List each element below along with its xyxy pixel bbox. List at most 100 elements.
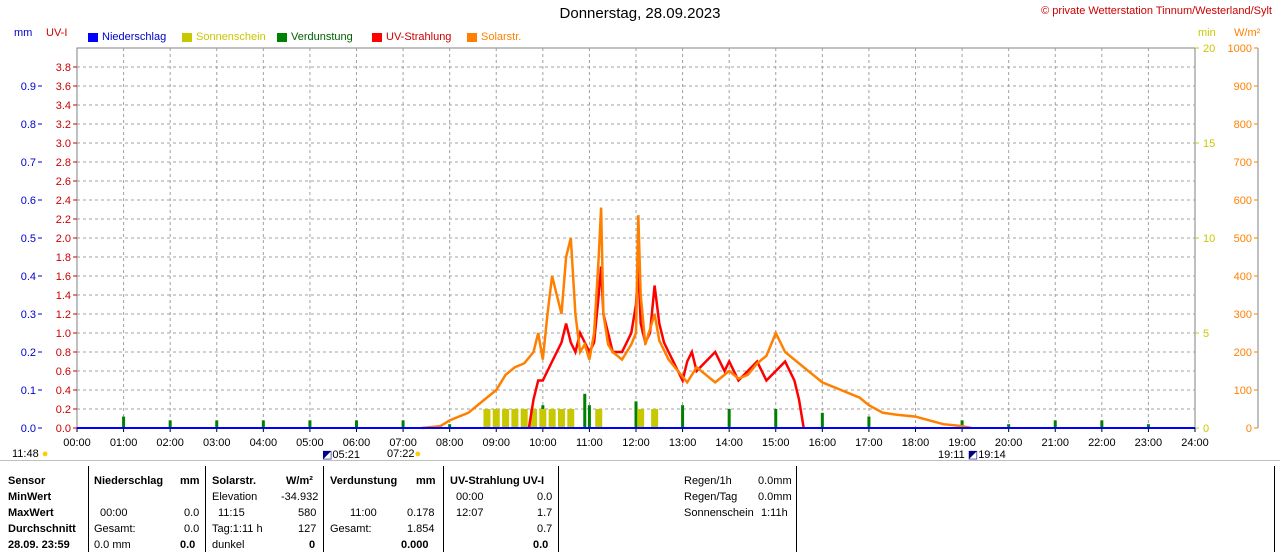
- mm-tick-label: 0.4: [21, 271, 36, 283]
- niederschlag-header: Niederschlag: [94, 475, 164, 487]
- sun-icon: ●: [414, 448, 422, 460]
- uv-tick-label: 0.6: [56, 366, 71, 378]
- solar-dark-value: 0: [309, 539, 316, 551]
- time-tick-label: 24:00: [1181, 437, 1209, 449]
- time-tick-label: 07:00: [389, 437, 417, 449]
- row-label-sensor: Sensor: [8, 475, 46, 487]
- legend-label: UV-Strahlung: [386, 31, 452, 43]
- series-layer: [77, 207, 1195, 430]
- mm-tick-label: 0.3: [21, 309, 36, 321]
- sunshine-bar: [539, 409, 547, 428]
- evaporation-bar: [122, 416, 126, 428]
- niederschlag-total-label: Gesamt:: [94, 523, 136, 535]
- uv-min-time: 00:00: [456, 491, 484, 503]
- evaporation-bar: [960, 420, 964, 428]
- uv-tick-label: 1.8: [56, 252, 71, 264]
- col-divider: [323, 466, 324, 552]
- time-tick-label: 05:00: [296, 437, 324, 449]
- evaporation-bar: [401, 420, 405, 428]
- row-label-avg: Durchschnitt: [8, 523, 76, 535]
- evaporation-bar: [215, 420, 219, 428]
- min-tick-label: 15: [1203, 138, 1215, 150]
- moonrise-marker: ◩05:21: [322, 448, 360, 461]
- chart-title: Donnerstag, 28.09.2023: [559, 5, 721, 22]
- time-tick-label: 15:00: [762, 437, 790, 449]
- uv-avg-value: 0.7: [537, 523, 553, 535]
- solar-elevation-label: Elevation: [212, 491, 258, 503]
- uv-tick-label: 0.4: [56, 385, 71, 397]
- wm2-unit: W/m²: [1234, 27, 1261, 39]
- wm2-tick-label: 600: [1234, 195, 1252, 207]
- time-tick-label: 18:00: [902, 437, 930, 449]
- regen-tag-value: 0.0mm: [758, 491, 792, 503]
- sunset-text: 19:11: [938, 449, 965, 461]
- uv-tick-label: 2.4: [56, 195, 71, 207]
- evaporation-bar: [820, 412, 824, 428]
- time-tick-label: 06:00: [343, 437, 371, 449]
- uv-tick-label: 2.2: [56, 214, 71, 226]
- evaporation-bar: [583, 393, 587, 428]
- sunshine-bar: [548, 409, 556, 428]
- col-divider: [88, 466, 89, 552]
- solar-dark-label: dunkel: [212, 539, 245, 551]
- legend-verdunstung: Verdunstung: [277, 31, 353, 43]
- sunshine-bar: [595, 409, 603, 428]
- legend-swatch: [88, 32, 98, 42]
- sunshine-bar: [530, 409, 538, 428]
- solar-unit: W/m²: [286, 475, 313, 487]
- sunshine-bar: [557, 409, 565, 428]
- mm-tick-label: 0.1: [21, 385, 36, 397]
- solar-header: Solarstr.: [212, 475, 257, 487]
- wm2-tick-label: 0: [1246, 423, 1252, 435]
- uv-unit: UV-I: [46, 27, 68, 39]
- copyright-text: © private Wetterstation Tinnum/Westerlan…: [1041, 5, 1272, 17]
- time-tick-label: 13:00: [669, 437, 697, 449]
- niederschlag-total-value: 0.0: [184, 523, 200, 535]
- uv-tick-label: 1.2: [56, 309, 71, 321]
- verdunstung-max-time: 11:00: [350, 507, 377, 519]
- uv-tick-label: 1.6: [56, 271, 71, 283]
- legend-solar: Solarstr.: [467, 31, 521, 43]
- mm-tick-label: 0.0: [21, 423, 36, 435]
- sunrise-text: 07:22: [387, 448, 415, 460]
- time-tick-label: 20:00: [995, 437, 1023, 449]
- min-tick-label: 10: [1203, 233, 1215, 245]
- mm-tick-label: 0.8: [21, 119, 36, 131]
- moonset-text: 19:14: [978, 449, 1006, 461]
- uv-tick-label: 0.8: [56, 347, 71, 359]
- niederschlag-unit: mm: [180, 475, 200, 487]
- uv-max-time: 12:07: [456, 507, 484, 519]
- time-tick-label: 01:00: [110, 437, 138, 449]
- evaporation-bar: [1146, 424, 1150, 428]
- mm-unit: mm: [14, 27, 33, 39]
- niederschlag-day-value: 0.0 mm: [94, 539, 131, 551]
- wm2-tick-label: 700: [1234, 157, 1252, 169]
- evaporation-bar: [1053, 420, 1057, 428]
- daylength-text: 11:48: [12, 448, 39, 460]
- evaporation-bar: [681, 405, 685, 428]
- regen-1h-label: Regen/1h: [684, 475, 732, 487]
- time-tick-label: 08:00: [436, 437, 464, 449]
- mm-tick-label: 0.6: [21, 195, 36, 207]
- solar-elevation-value: -34.932: [281, 491, 319, 503]
- moonrise-text: 05:21: [332, 449, 360, 461]
- sunshine-bar: [511, 409, 519, 428]
- uv-min-value: 0.0: [537, 491, 553, 503]
- legend-swatch: [372, 32, 382, 42]
- wm2-tick-label: 1000: [1228, 43, 1252, 55]
- evaporation-bar: [1007, 424, 1011, 428]
- evaporation-bar: [261, 420, 265, 428]
- sun-icon: ●: [41, 448, 49, 460]
- col-divider: [205, 466, 206, 552]
- time-tick-label: 23:00: [1135, 437, 1163, 449]
- solar-tag-label: Tag:1:11 h: [212, 523, 263, 535]
- time-tick-label: 02:00: [156, 437, 184, 449]
- time-tick-label: 16:00: [809, 437, 837, 449]
- row-label-min: MinWert: [8, 491, 52, 503]
- niederschlag-day-bold: 0.0: [180, 539, 196, 551]
- col-divider: [796, 466, 797, 552]
- col-divider: [443, 466, 444, 552]
- wm2-tick-label: 500: [1234, 233, 1252, 245]
- uv-tick-label: 3.4: [56, 100, 71, 112]
- solar-tag-value: 127: [298, 523, 317, 535]
